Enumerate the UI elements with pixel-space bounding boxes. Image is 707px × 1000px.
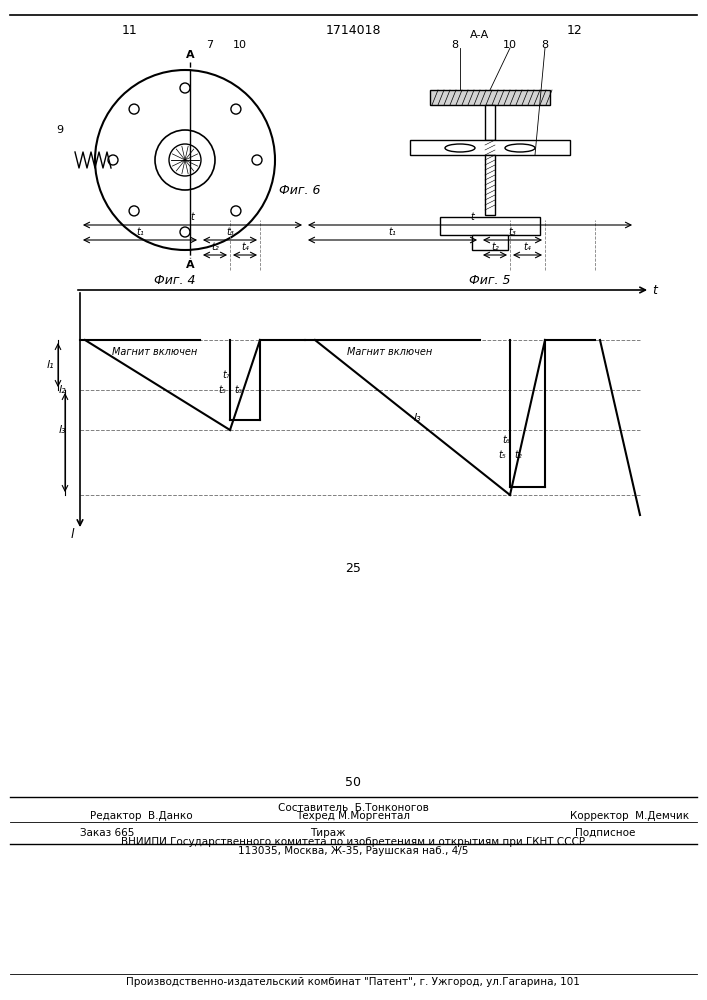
Circle shape	[252, 155, 262, 165]
Text: 7: 7	[206, 40, 214, 50]
Text: 10: 10	[233, 40, 247, 50]
Circle shape	[231, 104, 241, 114]
Text: Тираж: Тираж	[310, 828, 346, 838]
Text: 113035, Москва, Ж-35, Раушская наб., 4/5: 113035, Москва, Ж-35, Раушская наб., 4/5	[238, 846, 468, 856]
Text: t: t	[653, 284, 658, 296]
Text: t₁: t₁	[136, 227, 144, 237]
Text: t₁: t₁	[388, 227, 396, 237]
Text: 1714018: 1714018	[325, 23, 381, 36]
Text: Составитель  Б.Тонконогов: Составитель Б.Тонконогов	[278, 803, 428, 813]
Text: 25: 25	[345, 562, 361, 574]
Text: 50: 50	[345, 776, 361, 788]
Text: t₄: t₄	[523, 242, 531, 252]
Text: Подписное: Подписное	[575, 828, 636, 838]
Text: Редактор  В.Данко: Редактор В.Данко	[90, 811, 192, 821]
Text: Фиг. 4: Фиг. 4	[154, 273, 196, 286]
Text: Производственно-издательский комбинат "Патент", г. Ужгород, ул.Гагарина, 101: Производственно-издательский комбинат "П…	[126, 977, 580, 987]
Text: 8: 8	[452, 40, 459, 50]
Text: t₃: t₃	[226, 227, 234, 237]
Text: t₅: t₅	[218, 385, 226, 395]
Bar	[410, 140, 570, 155]
Text: Магнит включен: Магнит включен	[112, 347, 198, 357]
Text: А: А	[186, 50, 194, 60]
Text: Фиг. 5: Фиг. 5	[469, 273, 510, 286]
Circle shape	[129, 206, 139, 216]
Text: t: t	[470, 212, 474, 222]
Bar	[485, 155, 495, 215]
Text: Фиг. 6: Фиг. 6	[279, 184, 321, 196]
Text: t₆: t₆	[502, 435, 510, 445]
Text: 10: 10	[503, 40, 517, 50]
Text: Техред М.Моргентал: Техред М.Моргентал	[296, 811, 410, 821]
Text: l₂: l₂	[58, 385, 66, 395]
Text: l: l	[70, 528, 74, 542]
Text: А-А: А-А	[470, 30, 490, 40]
Circle shape	[231, 206, 241, 216]
Text: 8: 8	[542, 40, 549, 50]
Text: 12: 12	[567, 23, 583, 36]
Circle shape	[169, 144, 201, 176]
Text: ВНИИПИ Государственного комитета по изобретениям и открытиям при ГКНТ СССР: ВНИИПИ Государственного комитета по изоб…	[121, 837, 585, 847]
Text: l₁: l₁	[46, 360, 54, 370]
Bar	[485, 105, 495, 140]
Text: t₃: t₃	[508, 227, 516, 237]
Text: t₆: t₆	[234, 385, 242, 395]
Circle shape	[108, 155, 118, 165]
Text: 9: 9	[57, 125, 64, 135]
Circle shape	[180, 227, 190, 237]
Text: l₃: l₃	[58, 425, 66, 435]
Text: 11: 11	[122, 23, 138, 36]
Text: t: t	[190, 212, 194, 222]
Text: Корректор  М.Демчик: Корректор М.Демчик	[570, 811, 689, 821]
Text: l₃: l₃	[413, 413, 421, 423]
Bar	[430, 90, 550, 105]
Text: t₄: t₄	[241, 242, 249, 252]
Circle shape	[180, 83, 190, 93]
Text: t₇: t₇	[222, 370, 230, 380]
Bar	[472, 235, 508, 250]
Text: t₂: t₂	[491, 242, 499, 252]
Text: А: А	[186, 260, 194, 270]
Circle shape	[129, 104, 139, 114]
Text: Магнит включен: Магнит включен	[347, 347, 433, 357]
Text: t₂: t₂	[211, 242, 219, 252]
Text: t₅: t₅	[498, 450, 506, 460]
Text: Заказ 665: Заказ 665	[80, 828, 134, 838]
Text: t₂: t₂	[514, 450, 522, 460]
Bar	[440, 217, 540, 235]
